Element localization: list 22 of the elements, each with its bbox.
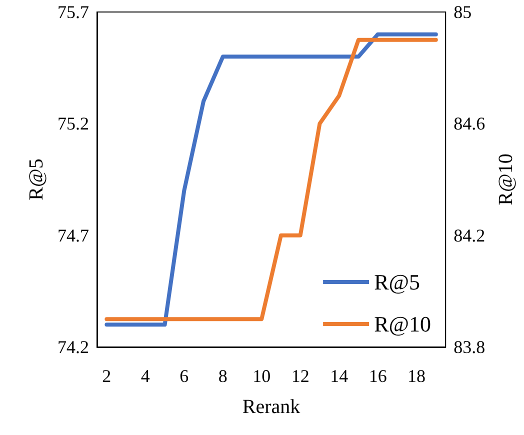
x-axis-title: Rerank [242, 396, 300, 418]
y2-tick-label: 83.8 [454, 337, 486, 357]
x-tick-label: 12 [291, 366, 310, 386]
x-tick-label: 18 [408, 366, 426, 386]
x-tick-label: 14 [330, 366, 348, 386]
y-tick-label: 74.7 [58, 225, 89, 246]
x-tick-label: 2 [102, 366, 112, 386]
y2-tick-label: 84.6 [454, 114, 486, 134]
legend-label: R@10 [374, 312, 432, 336]
y2-axis-title: R@10 [495, 154, 517, 206]
y-axis-title: R@5 [26, 158, 48, 200]
x-tick-label: 6 [180, 366, 189, 386]
y2-tick-label: 85 [454, 2, 472, 22]
x-tick-label: 8 [218, 366, 228, 386]
x-tick-label: 4 [140, 366, 150, 386]
x-tick-label: 10 [252, 366, 271, 386]
x-tick-label: 16 [368, 366, 387, 386]
y-tick-label: 75.2 [58, 114, 89, 134]
y-tick-label: 74.2 [58, 337, 89, 357]
y2-tick-label: 84.2 [454, 225, 486, 246]
y-tick-label: 75.7 [58, 2, 89, 22]
legend-label: R@5 [374, 270, 420, 294]
